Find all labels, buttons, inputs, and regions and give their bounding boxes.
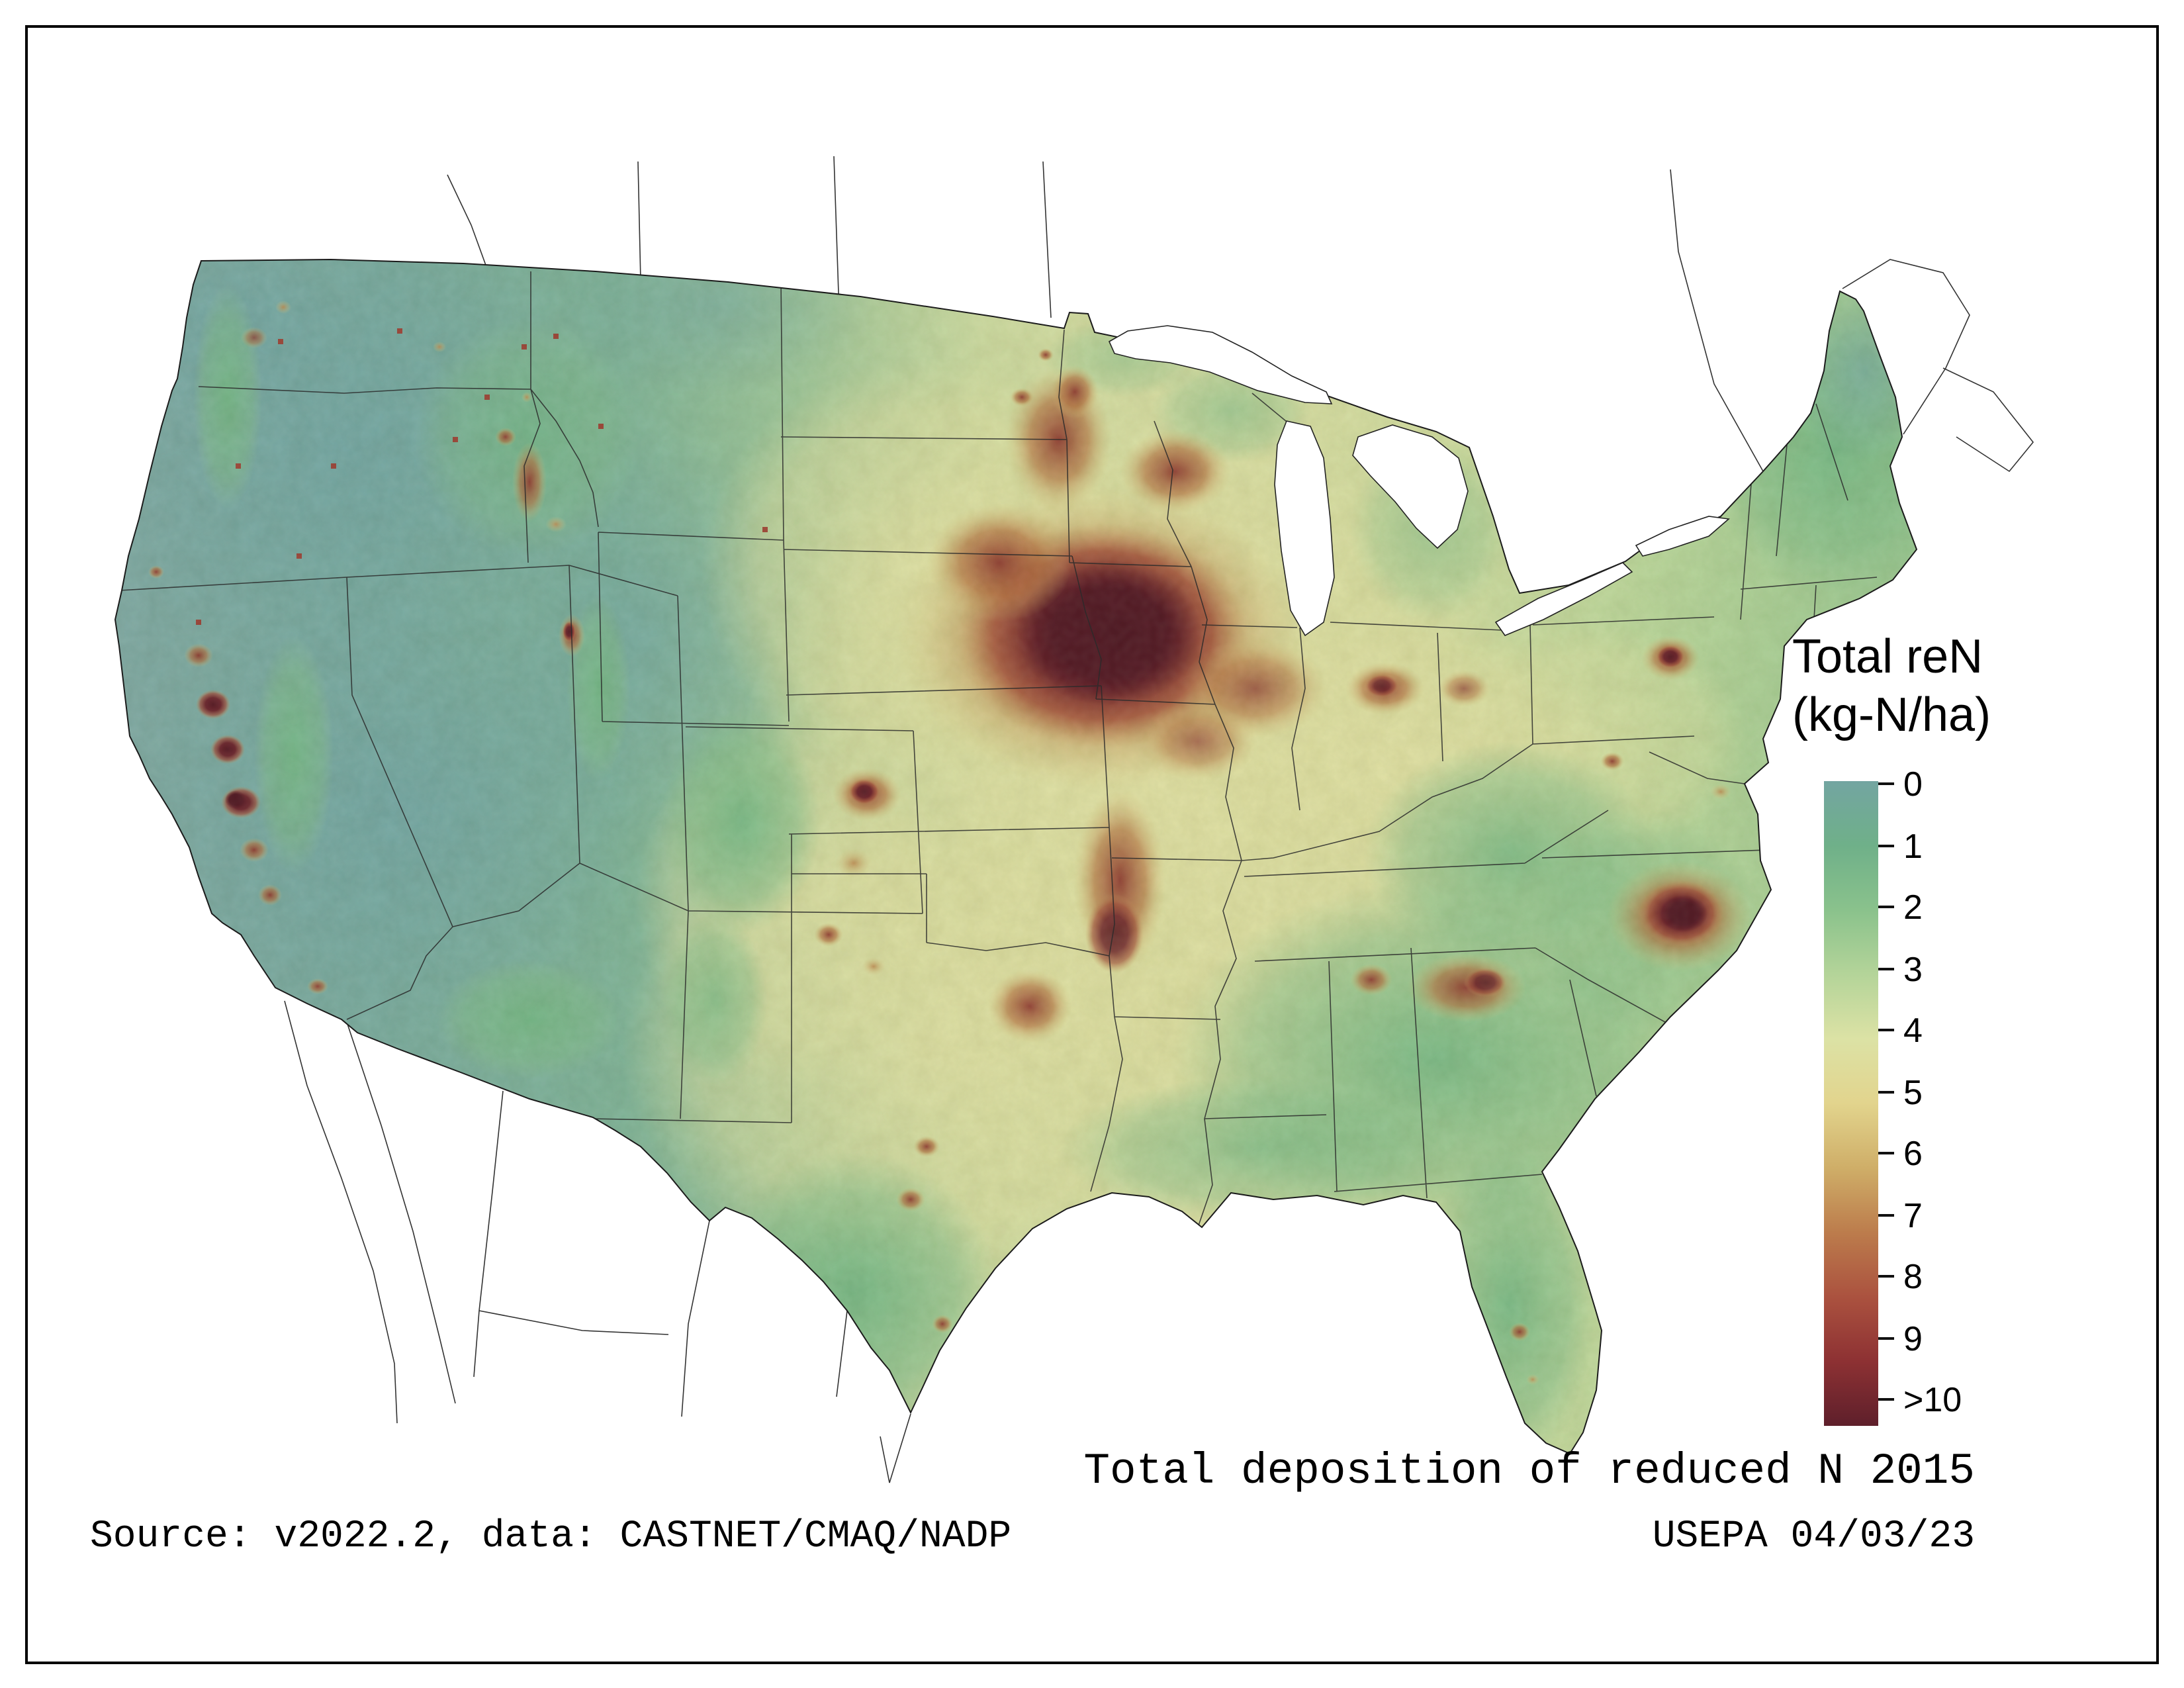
canada-boundaries: [447, 156, 2034, 473]
source-note: Source: v2022.2, data: CASTNET/CMAQ/NADP: [90, 1515, 1011, 1558]
mexico-boundaries: [284, 1000, 911, 1483]
lake-ontario: [1635, 516, 1730, 557]
legend-tick-label-9: 9: [1903, 1320, 1923, 1358]
legend-colorbar: [1824, 781, 1878, 1426]
legend-tick-label-0: 0: [1903, 765, 1923, 804]
agency-credit: USEPA 04/03/23: [1653, 1515, 1975, 1558]
legend-tick-label-6: 6: [1903, 1135, 1923, 1173]
legend-tick-labels: 0 1 2 3 4 5 6 7 8 9 >10: [1903, 765, 1962, 1419]
legend-tick-label-10: >10: [1903, 1381, 1962, 1419]
legend-tick-label-7: 7: [1903, 1197, 1923, 1235]
legend-tick-label-1: 1: [1903, 827, 1923, 866]
legend-tick-label-8: 8: [1903, 1258, 1923, 1296]
legend-tick-label-2: 2: [1903, 888, 1923, 927]
figure-border: [25, 25, 2159, 1664]
lake-michigan: [1274, 420, 1335, 637]
legend: Total reN (kg-N/ha) 0 1 2 3 4 5 6 7 8 9 …: [1792, 630, 1991, 1426]
lake-erie: [1494, 562, 1633, 636]
hotspot-south-texas-2: [950, 1333, 966, 1346]
legend-title-line2: (kg-N/ha): [1792, 688, 1991, 741]
lake-huron: [1352, 424, 1469, 549]
legend-tick-marks: [1878, 782, 1894, 1401]
legend-tick-label-5: 5: [1903, 1074, 1923, 1112]
lake-superior: [1108, 325, 1333, 404]
deposition-surface: [115, 259, 1917, 1454]
legend-title-line1: Total reN: [1792, 630, 1983, 683]
figure-caption: Total deposition of reduced N 2015: [1083, 1446, 1975, 1496]
legend-tick-label-3: 3: [1903, 951, 1923, 989]
legend-tick-label-4: 4: [1903, 1011, 1923, 1050]
state-boundaries: [118, 271, 1878, 1228]
great-lakes: [1108, 325, 1730, 637]
